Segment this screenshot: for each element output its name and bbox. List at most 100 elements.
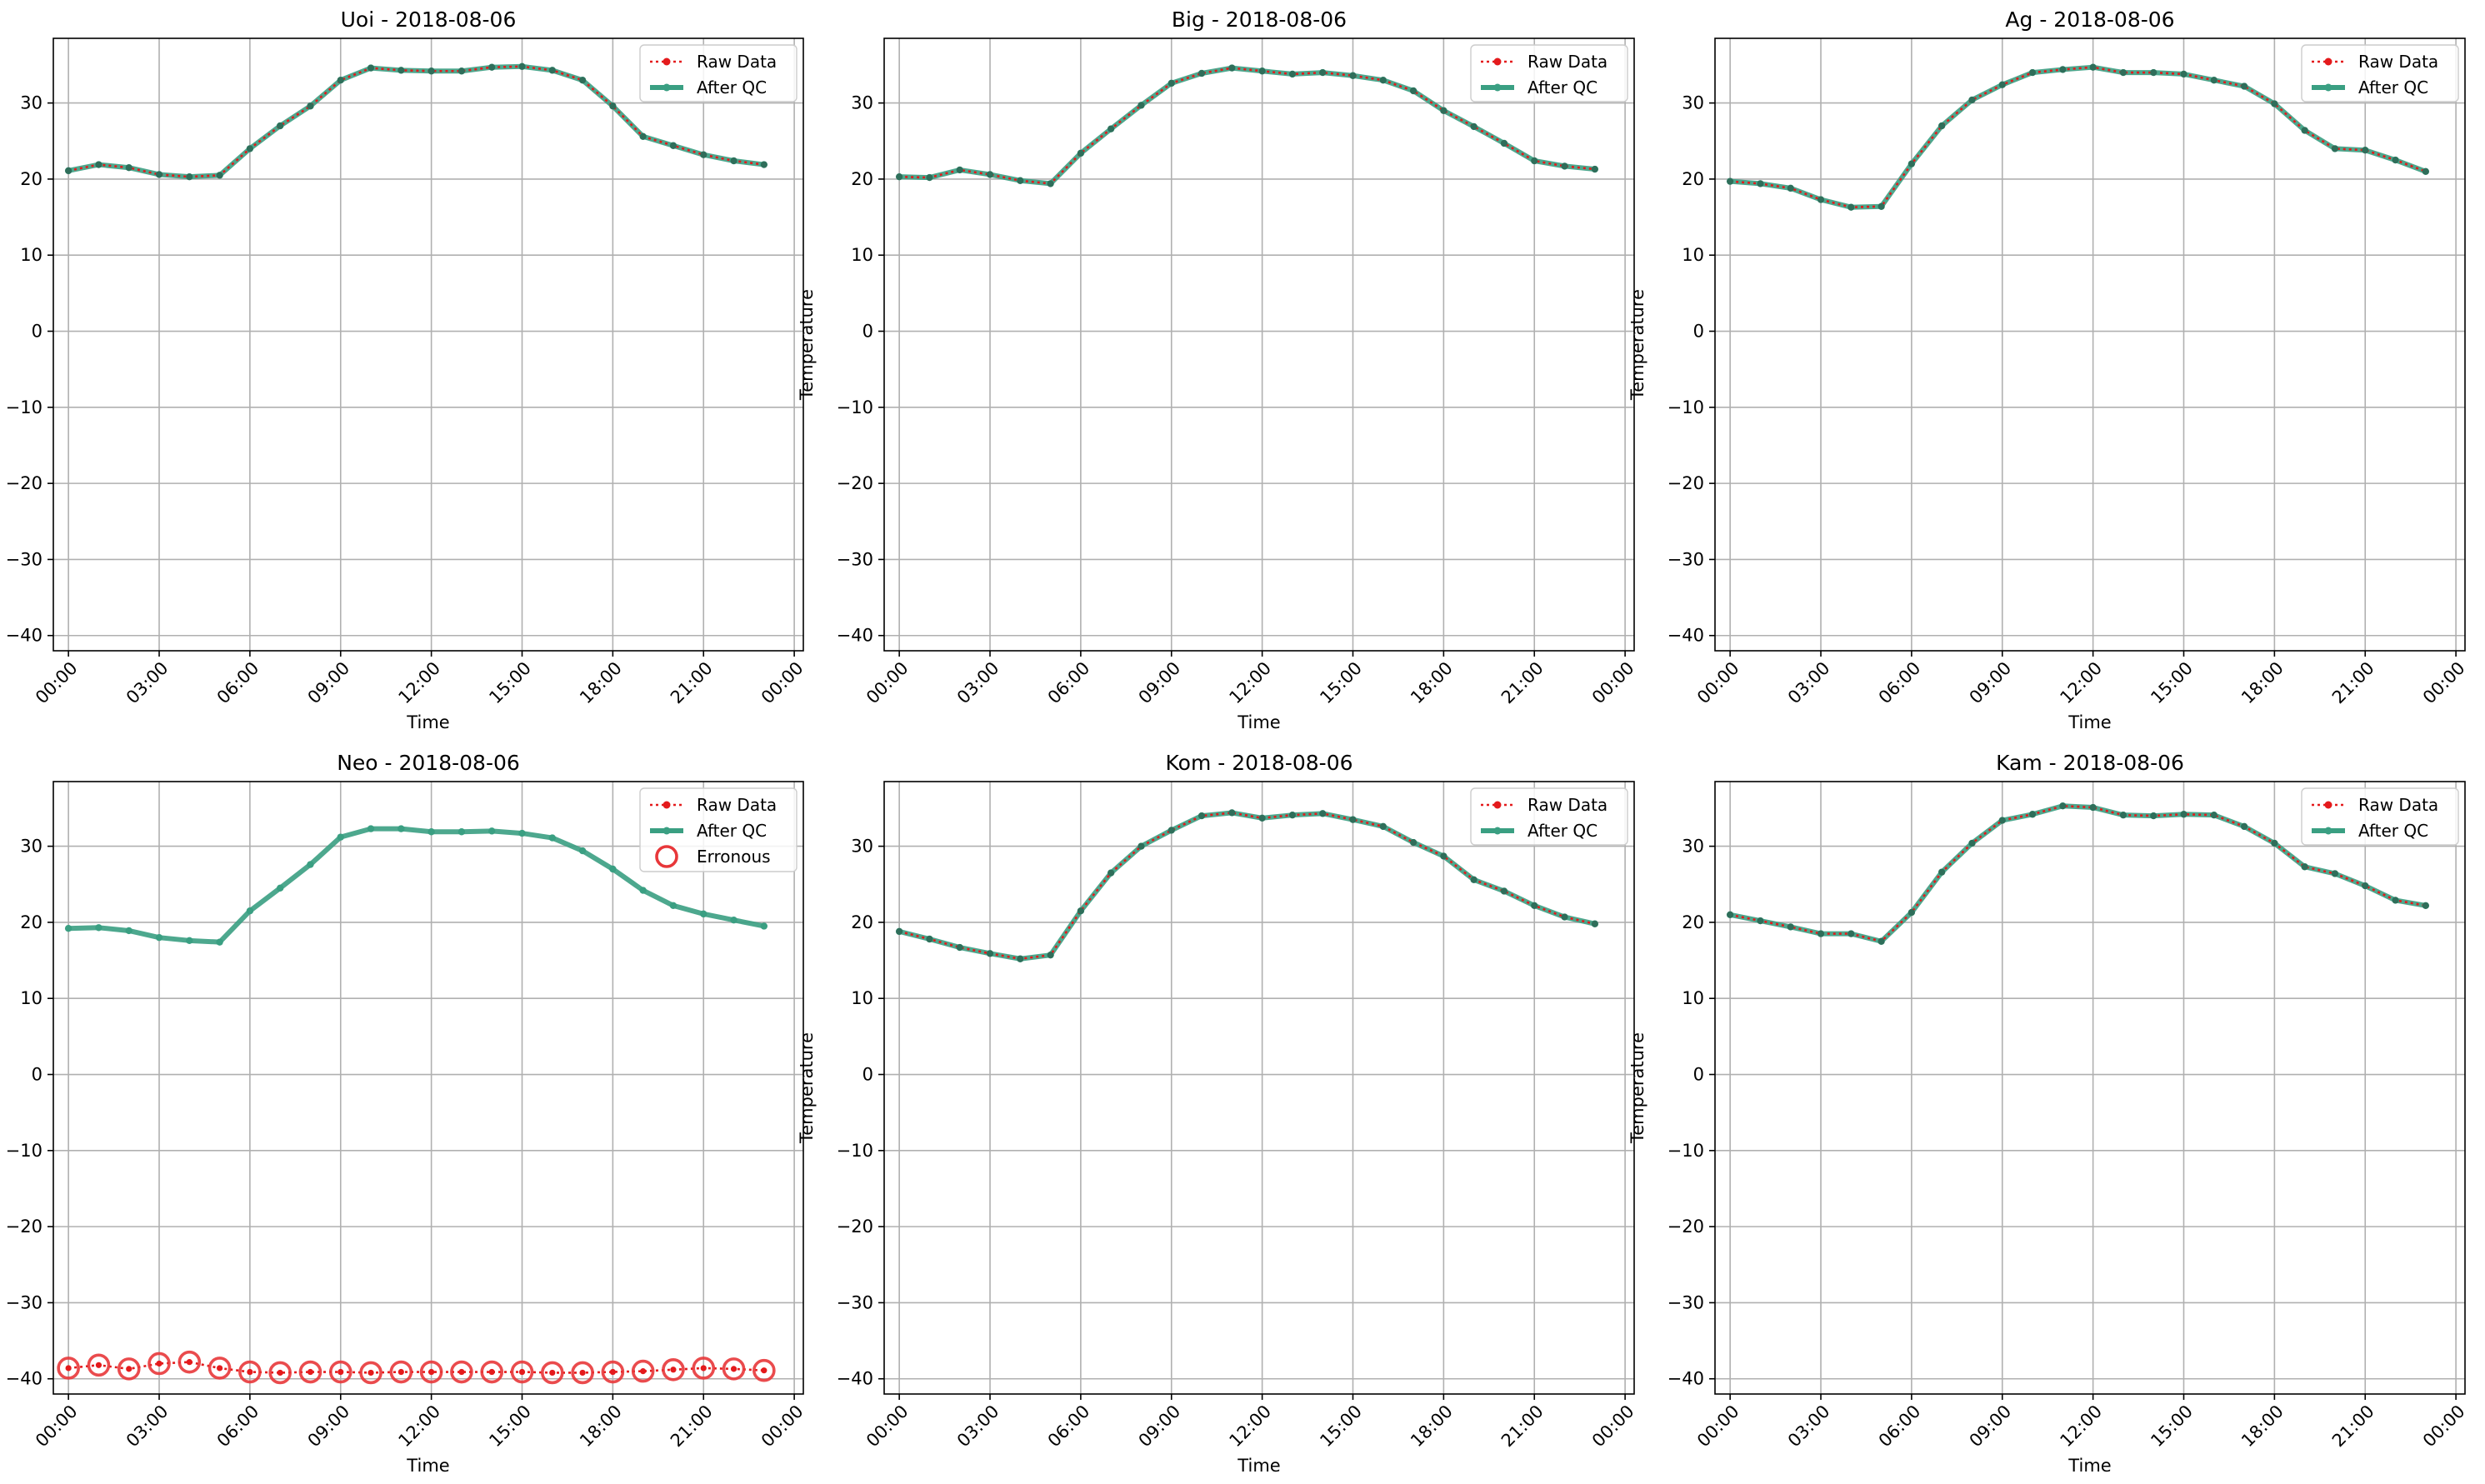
overlap-point [700,151,708,158]
legend: Raw Data After QC [1470,787,1628,846]
raw-data-point [730,1366,738,1372]
x-tick-label: 06:00 [213,658,263,708]
raw-data-point [458,1368,465,1376]
y-tick-label: 30 [20,93,42,113]
erroneous-marker [480,1360,504,1384]
overlap-point [1818,930,1825,937]
raw-data-point [338,1368,344,1376]
after-qc-point [64,925,72,932]
x-tick-label: 06:00 [1875,658,1925,708]
overlap-point [307,102,314,110]
after-qc-point [428,828,435,836]
x-tick-label: 06:00 [1875,1402,1925,1452]
subplot-title: Neo - 2018-08-06 [337,751,520,775]
legend-qc-marker [2324,827,2332,835]
x-tick-label: 12:00 [394,658,444,708]
overlap-point [518,62,526,70]
erroneous-marker [601,1360,625,1384]
legend-raw-label: Raw Data [697,52,777,72]
overlap-point [1938,122,1946,129]
series-raw-data-line [68,1361,764,1374]
overlap-point [1727,911,1734,918]
erroneous-marker [298,1360,322,1384]
y-tick-label: 20 [851,912,873,932]
overlap-point [1591,920,1598,927]
y-tick-label: −30 [6,549,42,569]
y-tick-label: 20 [20,912,42,932]
overlap-point [1470,122,1478,130]
overlap-point [1108,125,1115,132]
subplot-title: Kom - 2018-08-06 [1166,751,1353,775]
raw-data-point [640,1368,647,1375]
overlap-point [956,944,963,952]
legend-raw-marker [2324,801,2332,809]
raw-data-point [186,1359,192,1366]
erroneous-marker [268,1361,292,1385]
after-qc-point [760,922,768,930]
after-qc-point [669,902,678,910]
y-tick-label: −10 [1668,1141,1704,1161]
overlap-point [2119,812,2127,819]
y-tick-label: 0 [32,322,42,342]
overlap-point [1757,180,1764,187]
x-tick-label: 06:00 [213,1402,263,1452]
overlap-point [337,77,344,84]
overlap-point [2029,811,2037,818]
x-axis-label: Time [1237,712,1280,732]
overlap-point [1258,67,1266,75]
axes-frame [52,781,804,1395]
legend-qc-label: After QC [2358,77,2428,97]
y-tick-label: 20 [1682,912,1704,932]
x-tick-label: 00:00 [1588,1402,1638,1452]
y-tick-label: −40 [1668,1369,1704,1389]
erroneous-marker [208,1357,232,1380]
legend-raw-label: Raw Data [2358,52,2438,72]
overlap-point [1108,869,1115,877]
raw-data-point [216,1365,223,1372]
legend-qc-marker [2324,83,2332,92]
x-tick-label: 00:00 [862,1402,912,1452]
overlap-point [1908,909,1915,917]
erroneous-marker [238,1360,262,1384]
after-qc-point [276,884,284,892]
x-tick-label: 12:00 [2056,1402,2106,1452]
overlap-point [1440,107,1448,114]
overlap-point [1017,955,1024,962]
subplot-6: Kam - 2018-08-06 −40 −30 −20 −10 0 10 20 30 00:00… [1628,751,2469,1476]
erroneous-marker [662,1357,685,1382]
legend: Raw Data After QC [639,44,798,102]
x-tick-label: 00:00 [1693,658,1743,708]
x-tick-label: 21:00 [667,658,717,708]
after-qc-point [609,865,617,873]
after-qc-point [578,847,587,855]
x-tick-label: 12:00 [394,1402,444,1452]
x-tick-label: 21:00 [1498,658,1548,708]
overlap-point [1848,203,1855,211]
after-qc-point [367,825,375,832]
erroneous-marker [328,1360,352,1384]
y-tick-label: −10 [837,1141,873,1161]
x-tick-label: 00:00 [32,1402,82,1452]
x-tick-label: 09:00 [304,658,354,708]
overlap-point [1531,902,1538,909]
legend-raw-marker [662,801,671,809]
x-tick-label: 09:00 [1135,658,1185,708]
x-tick-label: 06:00 [1044,658,1094,708]
subplot-5: Kom - 2018-08-06 −40 −30 −20 −10 0 10 20 30 00:00… [797,751,1638,1476]
x-tick-label: 12:00 [1225,1402,1275,1452]
erroneous-marker [389,1360,413,1384]
overlap-point [1379,77,1387,84]
raw-data-point [428,1368,435,1376]
series-raw-data-line [899,67,1595,185]
overlap-point [896,173,903,181]
overlap-point [488,63,496,71]
overlap-point [669,142,677,149]
raw-data-point [609,1368,616,1376]
after-qc-point [488,827,496,835]
erroneous-marker [450,1360,473,1384]
overlap-point [1228,64,1236,72]
overlap-point [1998,817,2006,824]
y-tick-label: 10 [851,988,873,1008]
overlap-point [368,64,375,72]
